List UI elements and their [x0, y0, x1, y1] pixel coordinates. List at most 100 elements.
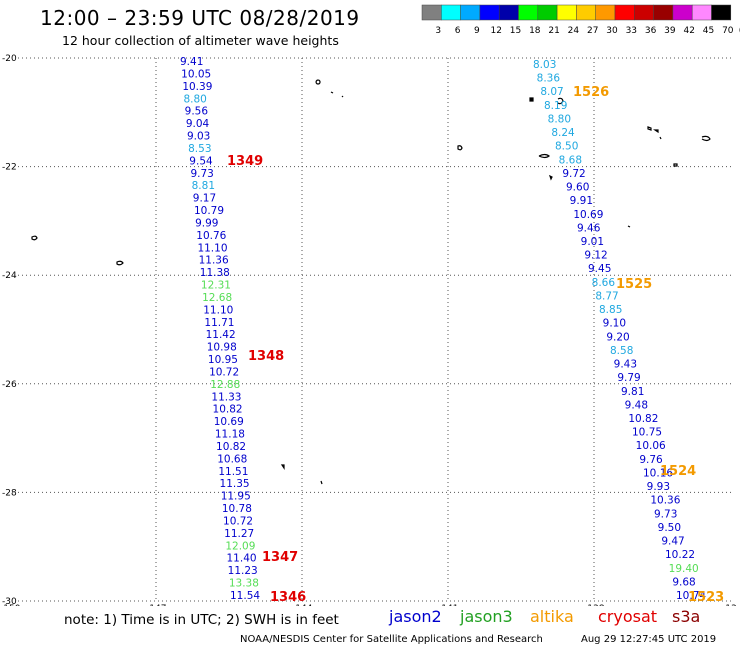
pass-number-label: 1523 [688, 590, 724, 605]
pass-number-label: 1348 [248, 349, 284, 364]
island [627, 225, 631, 228]
colorbar-tick-label: 15 [510, 26, 521, 36]
swh-value: 12.68 [202, 292, 232, 304]
page-title: 12:00 – 23:59 UTC 08/28/2019 [40, 6, 360, 30]
swh-value: 11.23 [228, 565, 258, 577]
island [280, 464, 285, 470]
swh-value: 9.12 [584, 250, 607, 262]
colorbar-tick-label: 27 [587, 26, 598, 36]
lon-tick-label: -150 [0, 604, 21, 606]
pass-number-label: 1525 [616, 277, 652, 292]
legend-jason2: jason2 [389, 607, 442, 626]
pass-labels: 1349 1348 1347 1346 1526 1525 1524 1523 [227, 85, 724, 605]
colorbar-tick-label: 12 [490, 26, 501, 36]
lat-tick-label: -26 [2, 380, 17, 390]
island [538, 153, 551, 159]
island [320, 480, 323, 485]
swh-value: 9.56 [185, 106, 209, 118]
swh-value: 8.07 [540, 86, 563, 98]
altimeter-map: -20 -22 -24 -26 -28 -30-150 -147 -144 -141 -138 -1… [0, 54, 737, 606]
swh-value: 10.82 [216, 441, 246, 453]
swh-value: 13.38 [229, 578, 259, 590]
island [653, 129, 659, 134]
swh-value: 11.18 [215, 429, 245, 441]
footer-timestamp: Aug 29 12:27:45 UTC 2019 [581, 634, 717, 645]
swh-value: 10.82 [628, 413, 658, 425]
island [673, 163, 678, 167]
lon-tick-label: -147 [146, 604, 166, 606]
colorbar-tick-label: 21 [548, 26, 559, 36]
island [701, 135, 711, 142]
lat-tick-label: -28 [2, 488, 17, 498]
colorbar-tick-label: 33 [626, 26, 637, 36]
islands [31, 79, 711, 485]
swh-value: 11.33 [211, 391, 241, 403]
swh-value: 9.20 [606, 331, 629, 343]
swh-value: 10.74 [676, 590, 706, 602]
swh-value: 12.31 [201, 280, 231, 292]
swh-value: 10.95 [208, 354, 238, 366]
lat-tick-label: -22 [2, 163, 17, 173]
swh-value: 10.82 [213, 404, 243, 416]
swh-value: 9.93 [647, 481, 670, 493]
colorbar-tick-label: 36 [645, 26, 657, 36]
swh-value: 9.81 [621, 386, 644, 398]
colorbar-tick-label: 6 [455, 26, 461, 36]
pass-number-label: 1526 [573, 85, 609, 100]
island [659, 136, 662, 140]
swh-value: 8.80 [183, 93, 206, 105]
swh-value: 8.24 [551, 127, 575, 139]
swh-value: 8.68 [559, 154, 582, 166]
swh-value: 8.19 [544, 100, 567, 112]
swh-value: 9.73 [654, 508, 677, 520]
island [557, 97, 564, 105]
colorbar-tick-label: 24 [568, 26, 580, 36]
lat-tick-label: -30 [2, 597, 17, 606]
swh-value: 10.69 [573, 209, 603, 221]
swh-value: 11.10 [197, 242, 227, 254]
swh-value: 9.43 [614, 359, 637, 371]
swh-value: 9.47 [661, 536, 684, 548]
lat-tick-label: -24 [2, 271, 17, 281]
swh-value: 10.16 [643, 467, 673, 479]
lon-tick-label: -144 [292, 604, 313, 606]
colorbar-tick-label: 70 [722, 26, 734, 36]
swh-value: 11.10 [203, 304, 233, 316]
colorbar-tick-label: 39 [664, 26, 676, 36]
swh-value: 9.45 [588, 263, 611, 275]
swh-value: 9.01 [581, 236, 604, 248]
swh-value: 8.50 [555, 141, 578, 153]
island [341, 95, 344, 98]
colorbar-tick-label: 30 [606, 26, 618, 36]
swh-value: 9.76 [639, 454, 663, 466]
gridlines [18, 57, 734, 602]
island [647, 126, 652, 131]
swh-value: 9.41 [180, 56, 203, 68]
lon-tick-label: -13 [722, 604, 737, 606]
swh-value: 10.69 [214, 416, 244, 428]
swh-value: 10.98 [207, 342, 237, 354]
page-subtitle: 12 hour collection of altimeter wave hei… [62, 33, 339, 48]
swh-value: 10.05 [181, 68, 211, 80]
island [457, 145, 463, 151]
swh-value: 9.46 [577, 222, 601, 234]
swh-value: 9.99 [195, 217, 218, 229]
swh-value: 9.79 [617, 372, 640, 384]
swh-value: 9.17 [193, 193, 216, 205]
island [116, 260, 124, 266]
colorbar-tick-label: 42 [683, 26, 694, 36]
axis-labels: -20 -22 -24 -26 -28 -30-150 -147 -144 -141 -138 -1… [0, 54, 737, 606]
swh-value: 9.60 [566, 182, 589, 194]
swh-value: 11.95 [221, 491, 251, 503]
swh-value: 9.48 [625, 399, 648, 411]
swh-value: 11.27 [224, 528, 254, 540]
swh-value: 8.66 [592, 277, 616, 289]
swh-value: 12.88 [210, 379, 240, 391]
colorbar-tick-label: 9 [474, 26, 480, 36]
swh-value: 11.36 [199, 255, 229, 267]
swh-value: 9.91 [570, 195, 593, 207]
swh-value: 12.09 [225, 540, 255, 552]
swh-value: 10.72 [209, 366, 239, 378]
swh-value: 8.36 [537, 73, 561, 85]
swh-value: 9.72 [562, 168, 585, 180]
